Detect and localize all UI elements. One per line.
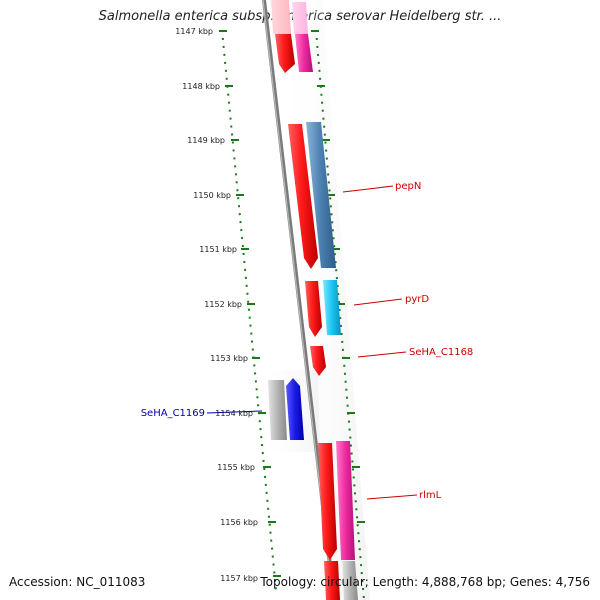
gene-arrow-pepN[interactable] — [288, 124, 318, 269]
tick-rings — [221, 29, 365, 600]
gene-arrow[interactable] — [295, 34, 313, 72]
gene-arrow-partial[interactable] — [324, 561, 340, 600]
genome-stats-text: Topology: circular; Length: 4,888,768 bp… — [260, 575, 590, 589]
ruler-tick: 1156 kbp — [220, 518, 365, 527]
gene-arrow[interactable] — [306, 122, 336, 268]
tick-label: 1155 kbp — [217, 463, 255, 472]
gene-arrow-pyrD[interactable] — [305, 281, 322, 337]
ruler-tick: 1157 kbp — [220, 574, 281, 583]
tick-label: 1150 kbp — [193, 191, 231, 200]
gene-arrow-rlmL[interactable] — [318, 443, 337, 560]
reverse-features[interactable] — [268, 378, 304, 440]
label-leaders — [206, 185, 418, 500]
gene-arrow[interactable] — [268, 380, 287, 440]
gene-arrow-SeHA_C1169[interactable] — [286, 378, 304, 440]
gene-arrow[interactable] — [275, 34, 295, 73]
gene-arrow-partial[interactable] — [271, 0, 291, 34]
tick-label: 1149 kbp — [187, 136, 225, 145]
tick-label: 1151 kbp — [199, 245, 237, 254]
gene-label-SeHA_C1169[interactable]: SeHA_C1169 — [141, 408, 205, 419]
gene-arrow-partial[interactable] — [292, 2, 308, 34]
tick-label: 1147 kbp — [175, 27, 213, 36]
tick-label: 1153 kbp — [210, 354, 248, 363]
ruler-tick: 1149 kbp — [187, 136, 330, 145]
ruler-ticks: 1147 kbp 1148 kbp 1149 kbp 1150 kbp 1151 — [175, 27, 365, 583]
leader-pyrD — [353, 298, 403, 306]
leader-SeHA_C1168 — [357, 351, 407, 358]
gene-label-pepN[interactable]: pepN — [395, 181, 421, 192]
gene-label-pyrD[interactable]: pyrD — [405, 294, 429, 305]
ruler-tick: 1153 kbp — [210, 354, 350, 363]
gene-label-SeHA_C1168[interactable]: SeHA_C1168 — [409, 347, 473, 358]
leader-rlmL — [366, 494, 418, 500]
gene-arrow-SeHA_C1168[interactable] — [310, 346, 326, 376]
gene-arrow[interactable] — [323, 280, 341, 335]
ruler-tick: 1147 kbp — [175, 27, 319, 36]
leader-SeHA_C1169 — [206, 410, 263, 414]
accession-text: Accession: NC_011083 — [9, 575, 146, 589]
gene-labels: pepN pyrD SeHA_C1168 SeHA_C1169 rlmL — [141, 181, 474, 501]
leader-pepN — [342, 185, 394, 193]
gene-arrow-partial[interactable] — [342, 561, 358, 600]
tick-label: 1154 kbp — [215, 409, 253, 418]
tick-label: 1148 kbp — [182, 82, 220, 91]
ruler-tick: 1148 kbp — [182, 82, 325, 91]
forward-features[interactable] — [271, 0, 358, 600]
gene-label-rlmL[interactable]: rlmL — [419, 490, 442, 501]
ruler-tick: 1154 kbp — [215, 409, 355, 418]
tick-label: 1152 kbp — [204, 300, 242, 309]
tick-label: 1157 kbp — [220, 574, 258, 583]
inner-tick-ring — [221, 29, 277, 591]
ruler-tick: 1155 kbp — [217, 463, 360, 472]
gene-arrow[interactable] — [336, 441, 355, 560]
tick-label: 1156 kbp — [220, 518, 258, 527]
